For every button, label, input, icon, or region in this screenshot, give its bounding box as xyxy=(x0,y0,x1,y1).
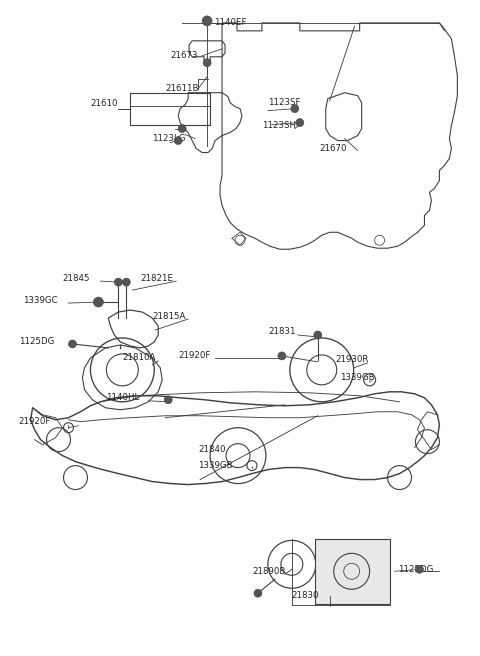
Text: 1125DG: 1125DG xyxy=(19,337,54,346)
Circle shape xyxy=(114,278,122,286)
Text: 21831: 21831 xyxy=(268,327,295,337)
Circle shape xyxy=(94,297,103,307)
Text: 1140EF: 1140EF xyxy=(214,18,247,28)
Circle shape xyxy=(254,589,262,597)
Text: 21840: 21840 xyxy=(198,445,226,454)
Circle shape xyxy=(296,119,304,127)
Circle shape xyxy=(69,340,76,348)
Text: 1339GB: 1339GB xyxy=(340,373,374,382)
Text: 1125DG: 1125DG xyxy=(397,565,433,574)
Text: 1339GC: 1339GC xyxy=(23,296,57,304)
Text: 21673: 21673 xyxy=(170,51,198,60)
FancyBboxPatch shape xyxy=(130,92,210,125)
Text: 21670: 21670 xyxy=(320,144,347,153)
Text: 21930R: 21930R xyxy=(336,356,369,364)
Circle shape xyxy=(178,125,186,133)
Text: 1123LG: 1123LG xyxy=(152,134,186,143)
Circle shape xyxy=(203,59,211,67)
Text: 21920F: 21920F xyxy=(19,417,51,426)
Text: 21821E: 21821E xyxy=(140,274,173,283)
Text: 21830: 21830 xyxy=(292,590,319,600)
Text: 21890B: 21890B xyxy=(252,567,285,576)
Text: 21610: 21610 xyxy=(90,99,118,108)
Circle shape xyxy=(278,352,286,360)
Text: 21920F: 21920F xyxy=(178,352,211,360)
Text: 1140HL: 1140HL xyxy=(107,394,140,402)
Circle shape xyxy=(202,16,212,26)
Text: 21845: 21845 xyxy=(62,274,90,283)
Text: 1123SH: 1123SH xyxy=(262,121,296,130)
Text: 21611B: 21611B xyxy=(165,84,199,93)
Text: 21810A: 21810A xyxy=(122,354,156,362)
FancyBboxPatch shape xyxy=(315,539,390,604)
Text: 1123SF: 1123SF xyxy=(268,98,300,107)
Circle shape xyxy=(416,565,423,573)
Text: 1339GB: 1339GB xyxy=(198,461,233,470)
Circle shape xyxy=(164,396,172,404)
Circle shape xyxy=(174,136,182,144)
Circle shape xyxy=(314,331,322,339)
Text: 21815A: 21815A xyxy=(152,312,186,321)
Circle shape xyxy=(122,278,130,286)
Circle shape xyxy=(291,105,299,113)
